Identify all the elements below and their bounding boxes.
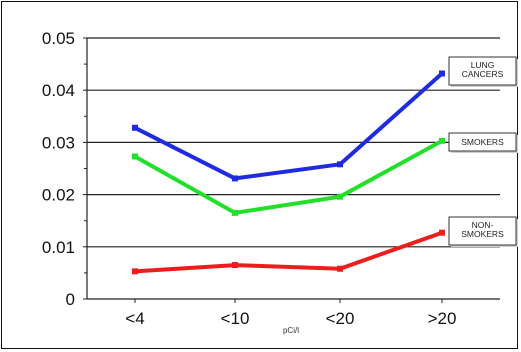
data-point — [132, 153, 138, 160]
data-point — [439, 70, 445, 77]
data-point — [232, 209, 238, 216]
series-label-text: SMOKERS — [461, 229, 504, 239]
series-line — [134, 230, 443, 274]
series-line — [134, 72, 444, 181]
x-tick-label: <10 — [221, 309, 250, 328]
series-label-box — [448, 132, 517, 152]
data-point — [232, 262, 238, 269]
data-point — [337, 193, 343, 200]
y-tick-label: 0.05 — [42, 29, 75, 48]
series-label-box — [448, 216, 517, 246]
axes — [83, 37, 500, 303]
grid-lines — [87, 37, 500, 248]
data-point — [232, 175, 238, 182]
data-point — [439, 137, 445, 144]
data-point — [132, 268, 138, 275]
series-label-text: NON- — [472, 220, 494, 230]
series-lines — [132, 70, 445, 275]
y-tick-label: 0.01 — [42, 238, 75, 257]
y-tick-label: 0.02 — [42, 186, 75, 205]
x-tick-label: >20 — [428, 309, 457, 328]
series-label-text: SMOKERS — [461, 137, 504, 147]
series-line — [134, 139, 443, 215]
x-tick-label: <20 — [326, 309, 355, 328]
x-tick-labels: <4 <10 <20 >20 — [125, 309, 456, 328]
data-point — [132, 124, 138, 131]
data-point — [337, 265, 343, 272]
series-label-text: LUNG — [471, 60, 495, 70]
x-axis-label: pCi/l — [283, 326, 299, 335]
series-label-box — [448, 56, 517, 86]
y-tick-label: 0.03 — [42, 133, 75, 152]
series-label-text: CANCERS — [462, 69, 504, 79]
x-tick-label: <4 — [125, 309, 144, 328]
y-tick-labels: 0 0.01 0.02 0.03 0.04 0.05 — [42, 29, 75, 309]
y-tick-label: 0 — [66, 290, 75, 309]
data-point — [337, 161, 343, 168]
y-tick-label: 0.04 — [42, 81, 75, 100]
data-point — [439, 229, 445, 236]
